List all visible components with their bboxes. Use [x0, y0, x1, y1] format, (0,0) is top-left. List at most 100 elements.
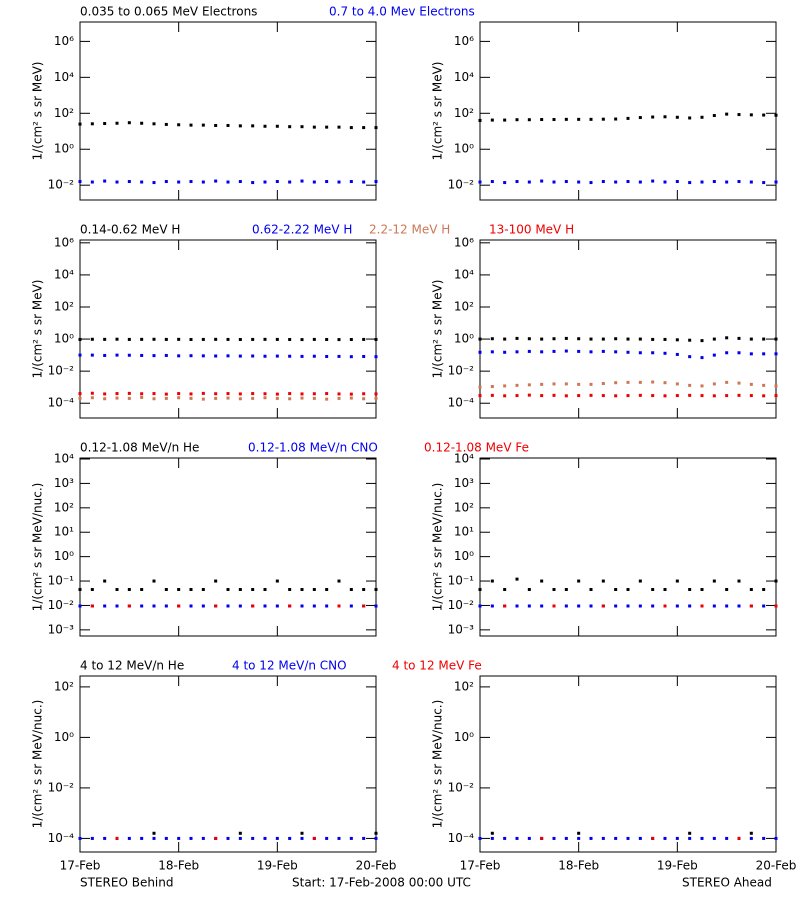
- y-tick-label: 10⁻²: [448, 780, 475, 794]
- y-tick-label: 10⁴: [54, 70, 74, 84]
- data-point: [251, 604, 255, 608]
- data-point: [201, 604, 205, 608]
- data-point: [700, 588, 704, 592]
- data-point: [490, 350, 494, 354]
- data-point: [103, 179, 107, 183]
- data-point: [152, 836, 156, 840]
- y-tick-label: 10⁻²: [48, 178, 75, 192]
- data-point: [601, 117, 605, 121]
- data-point: [312, 588, 316, 592]
- data-point: [527, 393, 531, 397]
- data-point: [774, 394, 778, 398]
- data-point: [700, 394, 704, 398]
- y-axis-label: 1/(cm² s sr MeV): [31, 62, 45, 161]
- data-point: [749, 382, 753, 386]
- data-point: [626, 116, 630, 120]
- data-point: [737, 113, 741, 117]
- data-point: [490, 836, 494, 840]
- data-point: [601, 381, 605, 385]
- data-point: [527, 604, 531, 608]
- data-point: [164, 396, 168, 400]
- data-point: [552, 393, 556, 397]
- data-point: [214, 604, 218, 608]
- data-point: [238, 180, 242, 184]
- data-point: [749, 836, 753, 840]
- data-point: [564, 117, 568, 121]
- data-point: [552, 836, 556, 840]
- data-point: [737, 180, 741, 184]
- data-point: [164, 180, 168, 184]
- data-point: [675, 115, 679, 119]
- data-point: [589, 350, 593, 354]
- data-point: [774, 352, 778, 356]
- data-point: [503, 588, 507, 592]
- data-point: [601, 604, 605, 608]
- y-tick-label: 10⁻²: [48, 364, 75, 378]
- plot-frame: [479, 675, 777, 853]
- data-point: [263, 354, 267, 358]
- data-point: [651, 179, 655, 183]
- data-point: [614, 394, 618, 398]
- data-point: [651, 115, 655, 119]
- data-point: [651, 337, 655, 341]
- panel-points: [478, 831, 778, 840]
- data-point: [601, 180, 605, 184]
- data-point: [263, 180, 267, 184]
- data-point: [614, 180, 618, 184]
- data-point: [214, 392, 218, 396]
- data-point: [762, 604, 766, 608]
- data-point: [374, 604, 378, 608]
- data-point: [688, 836, 692, 840]
- data-point: [177, 604, 181, 608]
- data-point: [774, 337, 778, 341]
- data-point: [238, 354, 242, 358]
- y-tick-label: 10²: [454, 500, 474, 514]
- data-point: [251, 337, 255, 341]
- plot-frame: [79, 239, 377, 419]
- data-point: [226, 836, 230, 840]
- data-point: [774, 579, 778, 583]
- data-point: [263, 124, 267, 128]
- x-tick-label: 18-Feb: [558, 859, 599, 873]
- legend-entry: 0.035 to 0.065 MeV Electrons: [80, 5, 257, 19]
- data-point: [140, 121, 144, 125]
- data-point: [564, 604, 568, 608]
- data-point: [103, 397, 107, 401]
- data-point: [688, 383, 692, 387]
- data-point: [78, 353, 82, 357]
- data-point: [152, 354, 156, 358]
- data-point: [201, 354, 205, 358]
- data-point: [589, 181, 593, 185]
- data-point: [614, 337, 618, 341]
- data-point: [164, 392, 168, 396]
- plot-frame: [479, 239, 777, 419]
- data-point: [540, 382, 544, 386]
- data-point: [90, 396, 94, 400]
- data-point: [152, 122, 156, 126]
- data-point: [626, 350, 630, 354]
- data-point: [152, 397, 156, 401]
- data-point: [103, 836, 107, 840]
- data-point: [490, 604, 494, 608]
- data-point: [127, 604, 131, 608]
- data-point: [675, 338, 679, 342]
- data-point: [503, 394, 507, 398]
- data-point: [115, 337, 119, 341]
- data-point: [527, 337, 531, 341]
- data-point: [712, 382, 716, 386]
- y-tick-label: 10⁰: [54, 549, 74, 563]
- legend-entry: 0.12-1.08 MeV/n CNO: [248, 441, 378, 455]
- data-point: [663, 836, 667, 840]
- legend-entry: 0.12-1.08 MeV Fe: [424, 441, 529, 455]
- x-tick-label: 17-Feb: [460, 859, 501, 873]
- data-point: [490, 180, 494, 184]
- data-point: [115, 353, 119, 357]
- y-tick-label: 10⁰: [54, 142, 74, 156]
- data-point: [337, 396, 341, 400]
- data-point: [300, 392, 304, 396]
- data-point: [638, 604, 642, 608]
- data-point: [577, 117, 581, 121]
- data-point: [552, 382, 556, 386]
- plot-frame: [79, 21, 377, 201]
